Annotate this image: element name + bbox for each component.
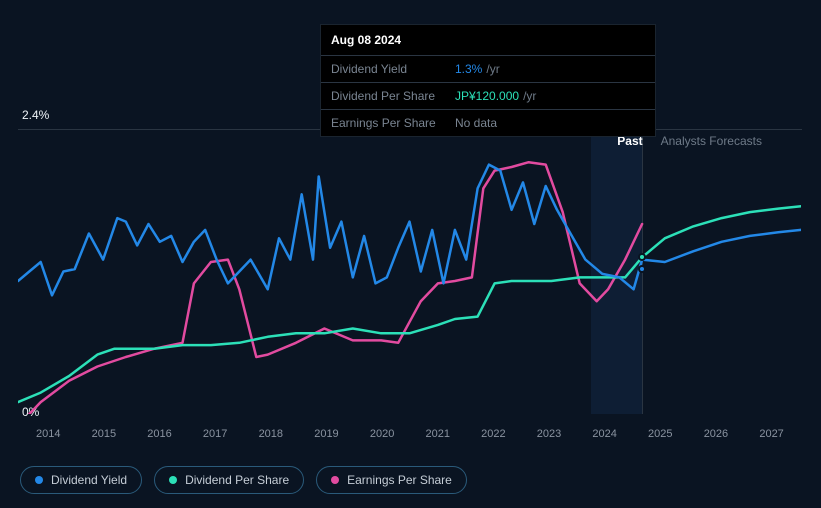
x-tick: 2021 [425,428,449,440]
series-dot [638,253,646,261]
tooltip-row: Dividend Per Share JP¥120.000 /yr [321,83,655,110]
tooltip-label: Earnings Per Share [331,116,447,130]
legend-earnings-per-share[interactable]: Earnings Per Share [316,466,467,494]
tooltip-row: Dividend Yield 1.3% /yr [321,56,655,83]
x-tick: 2016 [147,428,171,440]
legend-label: Dividend Yield [51,473,127,487]
legend-dividend-yield[interactable]: Dividend Yield [20,466,142,494]
tooltip-unit: /yr [523,89,536,103]
legend-label: Dividend Per Share [185,473,289,487]
legend-dividend-per-share[interactable]: Dividend Per Share [154,466,304,494]
tooltip-row: Earnings Per Share No data [321,110,655,136]
x-tick: 2025 [648,428,672,440]
hover-tooltip: Aug 08 2024 Dividend Yield 1.3% /yrDivid… [320,24,656,137]
tooltip-value: 1.3% [455,62,482,76]
legend-dot-icon [331,476,339,484]
legend-dot-icon [169,476,177,484]
dividend-chart: Aug 08 2024 Dividend Yield 1.3% /yrDivid… [0,0,821,508]
x-tick: 2018 [259,428,283,440]
series-dot [638,265,646,273]
x-axis: 2014 2015 2016 2017 2018 2019 2020 2021 2022 2023… [18,428,802,440]
tooltip-label: Dividend Yield [331,62,447,76]
chart-lines [18,129,801,414]
x-tick: 2024 [592,428,616,440]
tooltip-value: JP¥120.000 [455,89,519,103]
x-tick: 2027 [759,428,783,440]
tooltip-value: No data [455,116,497,130]
x-tick: 2017 [203,428,227,440]
tab-forecasts[interactable]: Analysts Forecasts [661,134,762,148]
x-tick: 2020 [370,428,394,440]
x-tick: 2019 [314,428,338,440]
legend: Dividend Yield Dividend Per Share Earnin… [20,466,467,494]
tooltip-label: Dividend Per Share [331,89,447,103]
x-tick: 2023 [537,428,561,440]
legend-dot-icon [35,476,43,484]
x-tick: 2015 [92,428,116,440]
x-tick: 2014 [36,428,60,440]
x-tick: 2026 [704,428,728,440]
tooltip-date: Aug 08 2024 [321,25,655,56]
tooltip-unit: /yr [486,62,499,76]
legend-label: Earnings Per Share [347,473,452,487]
y-axis-max: 2.4% [22,108,49,122]
x-tick: 2022 [481,428,505,440]
